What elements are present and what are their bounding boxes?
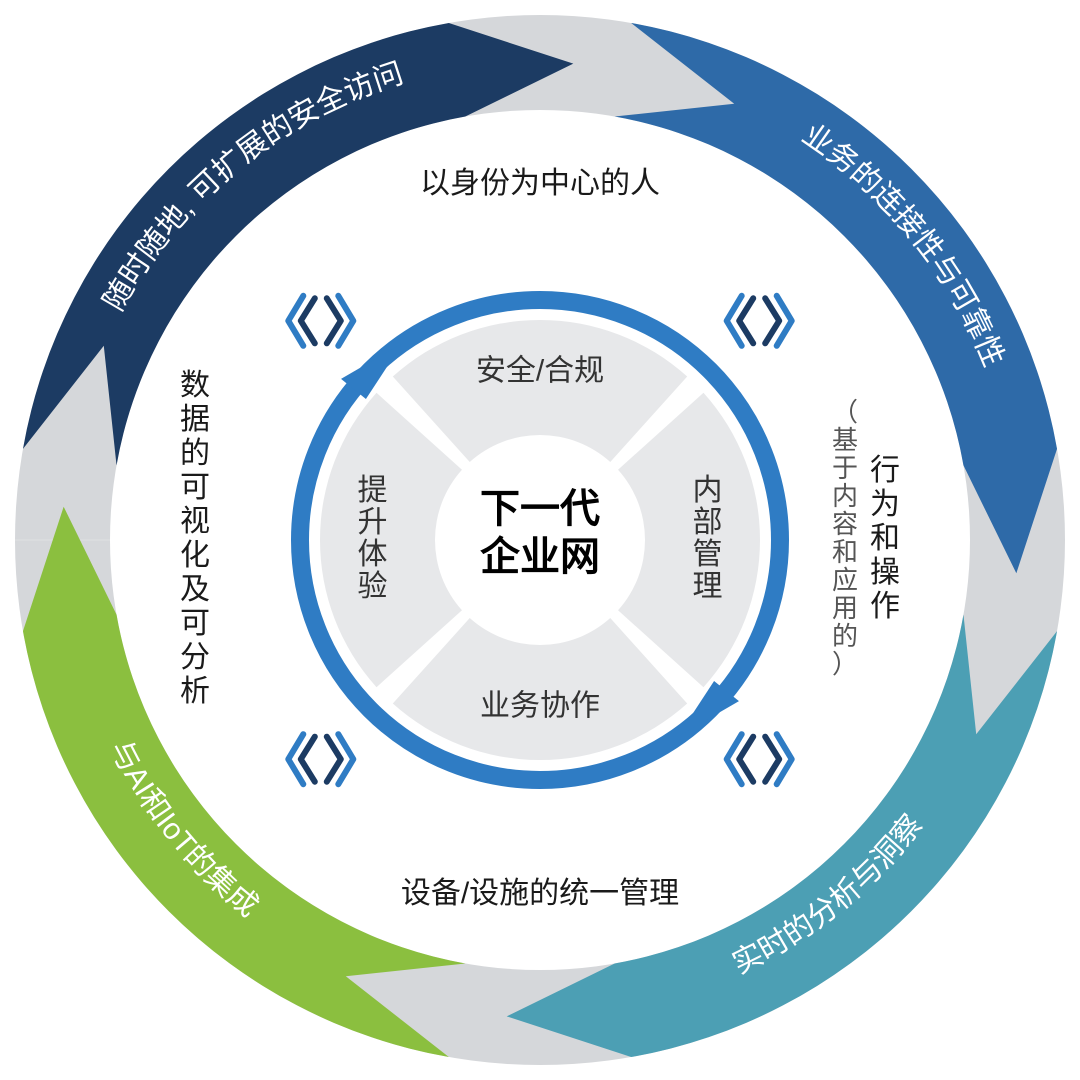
inner-quad-label-right-c0: 内: [693, 474, 723, 507]
mid-sublabel-right-c1: 基: [832, 425, 858, 455]
mid-sublabel-right-c4: 容: [832, 509, 858, 539]
mid-label-right-c0: 行: [870, 454, 900, 487]
inner-quad-label-left-c0: 提: [358, 474, 388, 507]
inner-quad-label-left-c1: 升: [358, 506, 388, 539]
mid-label-right-c2: 和: [870, 522, 900, 555]
mid-label-left-c4: 视: [180, 505, 210, 538]
mid-sublabel-right-c6: 应: [832, 565, 858, 595]
mid-sublabel-right-c0: （: [832, 397, 858, 427]
mid-label-left-c8: 分: [180, 641, 210, 674]
hex-bracket-icon-0: [727, 296, 792, 346]
inner-quadrant-top: [393, 320, 687, 462]
mid-label-right-c3: 操: [870, 556, 900, 589]
mid-label-left-c3: 可: [180, 471, 210, 504]
inner-quad-label-bottom: 业务协作: [480, 689, 600, 722]
mid-label-left-c9: 析: [180, 675, 210, 708]
inner-quad-label-right-c2: 管: [693, 538, 723, 571]
mid-label-left-c7: 可: [180, 607, 210, 640]
mid-label-left-c1: 据: [180, 403, 210, 436]
mid-label-right-c4: 作: [870, 590, 900, 623]
center-title-line2: 企业网: [480, 534, 600, 579]
mid-sublabel-right-c5: 和: [832, 537, 858, 567]
inner-quadrant-left: [320, 393, 462, 687]
mid-label-right-c1: 为: [870, 488, 900, 521]
mid-label-bottom: 设备/设施的统一管理: [401, 877, 679, 910]
mid-sublabel-right-c9: ）: [832, 649, 858, 679]
mid-label-left-c0: 数: [180, 369, 210, 402]
mid-sublabel-right-c7: 用: [832, 593, 858, 623]
mid-label-top: 以身份为中心的人: [420, 167, 660, 200]
mid-label-left-c6: 及: [180, 573, 210, 606]
hex-bracket-icon-2: [288, 734, 353, 784]
center-title-line1: 下一代: [480, 487, 600, 531]
mid-sublabel-right-c2: 于: [832, 453, 858, 483]
center-hub: 下一代企业网: [445, 445, 635, 635]
mid-sublabel-right-c8: 的: [832, 621, 858, 651]
hex-bracket-icon-1: [727, 734, 792, 784]
mid-label-left-c5: 化: [180, 539, 210, 572]
mid-label-left-c2: 的: [180, 437, 210, 470]
inner-quadrant-right: [618, 393, 760, 687]
inner-quad-label-right-c3: 理: [693, 570, 723, 603]
mid-sublabel-right-c3: 内: [832, 481, 858, 511]
inner-quad-label-top: 安全/合规: [476, 354, 604, 387]
inner-quad-label-left-c3: 验: [358, 570, 388, 603]
hex-bracket-icon-3: [288, 296, 353, 346]
inner-quad-label-left-c2: 体: [358, 538, 388, 571]
enterprise-network-radial: 随时随地, 可扩展的安全访问业务的连接性与可靠性实时的分析与洞察与AI和IoT的…: [0, 0, 1080, 1080]
inner-quad-label-right-c1: 部: [693, 506, 723, 539]
